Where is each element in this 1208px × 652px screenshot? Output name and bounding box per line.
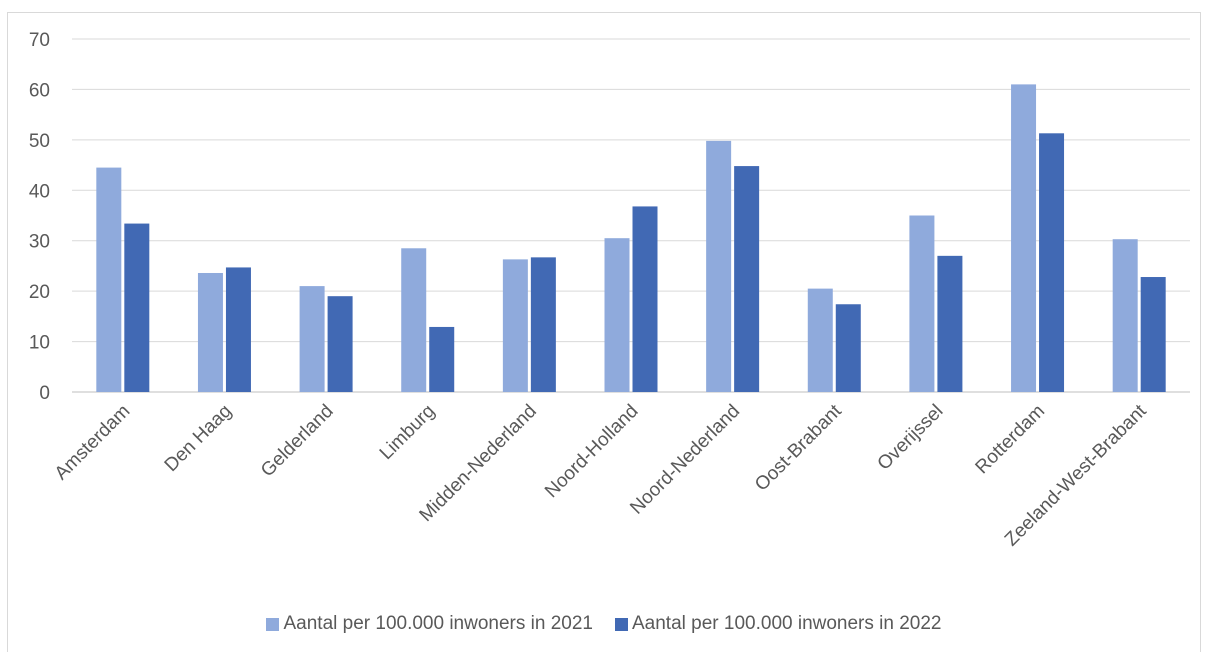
bar-midden-nederland-series-2 [530,257,556,392]
bar-gelderland-series-2 [327,296,353,392]
bar-limburg-series-1 [401,248,427,392]
x-tick-label: Noord-Holland [541,401,642,502]
x-tick-label: Amsterdam [51,401,135,485]
x-tick-label: Den Haag [161,401,236,476]
bar-noord-holland-series-1 [604,238,630,392]
bar-rotterdam-series-2 [1039,133,1065,392]
y-tick-label: 70 [29,30,50,51]
bar-noord-nederland-series-1 [706,140,732,392]
bar-den-haag-series-1 [197,272,223,392]
bar-oost-brabant-series-1 [807,288,833,392]
legend-label-2021: Aantal per 100.000 inwoners in 2021 [283,613,593,634]
legend-swatch-2022 [615,617,628,631]
legend-swatch-2021 [266,617,280,631]
bar-midden-nederland-series-1 [502,259,528,392]
x-axis-ticks: Amsterdam Den Haag Gelderland LimburgMidden… [51,400,1151,550]
x-tick-label: Noord-Nederland [626,401,744,519]
legend-item-2022: Aantal per 100.000 inwoners in 2022 [615,613,942,635]
x-tick-label: Overijssel [874,401,948,475]
legend-item-2021: Aantal per 100.000 inwoners in 2021 [266,613,593,635]
y-tick-label: 60 [29,80,50,101]
bar-gelderland-series-1 [299,286,325,392]
x-tick-label: Oost-Brabant [751,400,846,495]
bar-amsterdam-series-1 [96,167,122,392]
bars [96,84,1166,392]
y-tick-label: 40 [29,181,50,202]
bar-overijssel-series-2 [937,255,963,392]
x-tick-label: Limburg [376,401,439,464]
bar-rotterdam-series-1 [1011,84,1037,392]
y-tick-label: 0 [39,383,50,404]
y-tick-label: 20 [29,282,50,303]
gridlines [72,38,1190,393]
bar-noord-holland-series-2 [632,206,658,392]
x-tick-label: Rotterdam [972,401,1050,479]
x-tick-label: Gelderland [257,401,338,482]
bar-limburg-series-2 [429,326,455,392]
y-axis-ticks: 0 10 20 30 40 50 60 70 [29,30,50,404]
bar-zeeland-west-brabant-series-1 [1112,239,1138,392]
legend: Aantal per 100.000 inwoners in 2021 Aant… [0,612,1208,636]
legend-label-2022: Aantal per 100.000 inwoners in 2022 [632,613,942,634]
bar-den-haag-series-2 [225,267,251,392]
bar-amsterdam-series-2 [124,223,150,392]
bar-zeeland-west-brabant-series-2 [1140,277,1166,392]
y-tick-label: 30 [29,232,50,253]
y-tick-label: 50 [29,131,50,152]
bar-noord-nederland-series-2 [734,166,760,392]
bar-oost-brabant-series-2 [835,304,861,392]
y-tick-label: 10 [29,333,50,354]
bar-overijssel-series-1 [909,215,935,392]
